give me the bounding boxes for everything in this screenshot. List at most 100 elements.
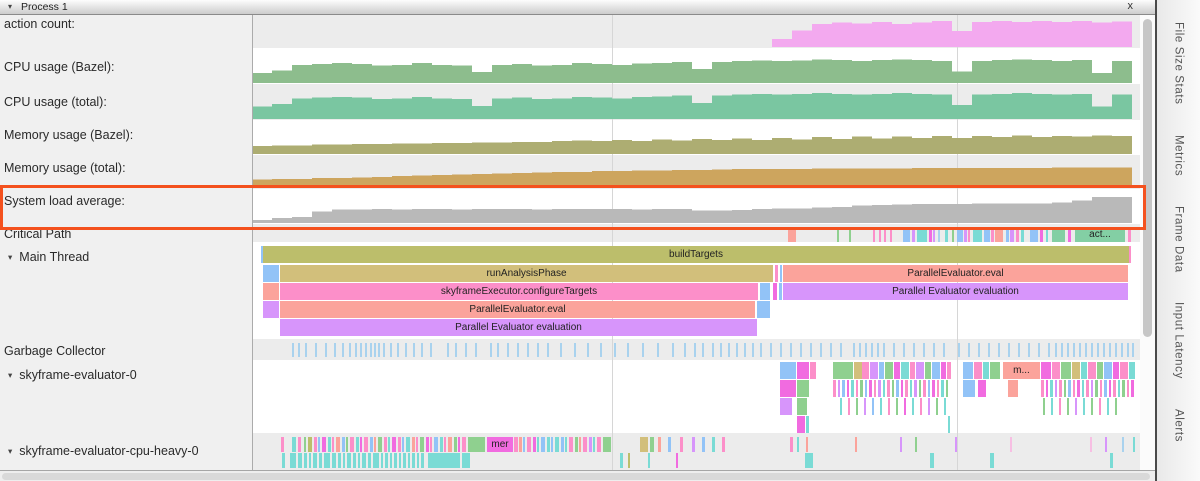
slice[interactable] [1128, 228, 1131, 242]
slice[interactable] [1010, 437, 1012, 452]
slice[interactable] [343, 453, 345, 468]
slice[interactable] [896, 398, 898, 415]
track-label-main-thread[interactable]: ▾ Main Thread [8, 250, 89, 264]
slice[interactable] [903, 343, 905, 357]
slice[interactable] [780, 398, 792, 415]
slice[interactable] [938, 228, 940, 242]
slice[interactable] [527, 343, 529, 357]
slice[interactable] [394, 453, 397, 468]
slice[interactable] [963, 380, 975, 397]
slice[interactable] [1008, 343, 1010, 357]
slice[interactable] [338, 453, 341, 468]
slice[interactable] [1048, 343, 1050, 357]
tab-metrics[interactable]: Metrics [1172, 134, 1185, 176]
slice[interactable] [405, 343, 407, 357]
slice[interactable] [412, 437, 415, 452]
slice[interactable] [838, 380, 840, 397]
slice[interactable] [1104, 362, 1112, 379]
slice[interactable] [555, 437, 559, 452]
slice[interactable] [923, 380, 926, 397]
slice[interactable] [342, 343, 344, 357]
slice[interactable] [842, 380, 845, 397]
slice[interactable] [373, 453, 379, 468]
slice[interactable] [1121, 343, 1123, 357]
slice[interactable] [929, 228, 932, 242]
slice[interactable] [872, 398, 874, 415]
slice[interactable] [475, 343, 477, 357]
slice[interactable] [575, 437, 578, 452]
slice[interactable] [874, 380, 876, 397]
slice[interactable] [1109, 343, 1111, 357]
slice[interactable] [1052, 228, 1065, 242]
slice[interactable] [332, 437, 334, 452]
slice[interactable] [347, 453, 351, 468]
slice[interactable] [1075, 398, 1077, 415]
slice[interactable] [958, 343, 960, 357]
slice[interactable] [870, 362, 878, 379]
slice[interactable] [1085, 343, 1087, 357]
slice[interactable] [903, 228, 910, 242]
slice[interactable] [856, 398, 858, 415]
slice[interactable] [851, 380, 854, 397]
slice[interactable] [840, 343, 842, 357]
slice[interactable] [561, 437, 564, 452]
slice[interactable] [757, 301, 770, 318]
slice[interactable] [315, 343, 317, 357]
slice[interactable] [1110, 453, 1113, 468]
horizontal-scrollbar-thumb[interactable] [2, 473, 1150, 480]
slice[interactable] [862, 362, 869, 379]
slice[interactable] [402, 437, 404, 452]
slice[interactable] [324, 453, 330, 468]
slice[interactable] [856, 380, 858, 397]
slice[interactable] [1122, 437, 1124, 452]
slice[interactable] [263, 265, 279, 282]
slice[interactable] [964, 228, 967, 242]
slice[interactable] [928, 398, 930, 415]
slice[interactable] [879, 362, 884, 379]
slice[interactable] [1028, 343, 1030, 357]
slice[interactable] [788, 228, 796, 242]
slice[interactable] [1050, 380, 1053, 397]
slice[interactable] [533, 437, 536, 452]
slice[interactable] [490, 343, 492, 357]
slice[interactable] [1018, 343, 1020, 357]
slice[interactable] [305, 343, 307, 357]
slice[interactable] [448, 437, 452, 452]
slice[interactable] [408, 453, 410, 468]
slice[interactable] [892, 380, 894, 397]
slice[interactable] [957, 228, 963, 242]
slice[interactable] [865, 343, 867, 357]
slice[interactable] [1008, 380, 1018, 397]
slice[interactable] [614, 343, 616, 357]
slice[interactable] [919, 380, 921, 397]
slice-act[interactable]: act... [1075, 228, 1125, 242]
slice[interactable] [995, 228, 1003, 242]
slice[interactable] [346, 437, 348, 452]
slice[interactable] [384, 437, 387, 452]
slice[interactable] [943, 343, 945, 357]
slice[interactable] [672, 343, 674, 357]
slice[interactable] [728, 343, 730, 357]
slice[interactable] [447, 343, 449, 357]
slice[interactable] [325, 343, 327, 357]
slice[interactable] [760, 283, 770, 300]
slice[interactable] [894, 362, 900, 379]
slice[interactable] [1064, 380, 1066, 397]
slice[interactable] [455, 343, 457, 357]
slice[interactable] [1068, 380, 1071, 397]
slice[interactable] [440, 437, 443, 452]
slice[interactable] [1079, 343, 1081, 357]
slice[interactable] [901, 380, 903, 397]
slice[interactable] [800, 343, 802, 357]
track-label-skyframe-evaluator-0[interactable]: ▾ skyframe-evaluator-0 [8, 368, 137, 382]
slice[interactable] [983, 362, 989, 379]
slice[interactable] [1107, 398, 1109, 415]
slice-buildtargets[interactable]: buildTargets [263, 246, 1129, 263]
slice[interactable] [430, 343, 432, 357]
slice[interactable] [887, 380, 890, 397]
slice[interactable] [847, 380, 849, 397]
slice[interactable] [1006, 228, 1009, 242]
slice[interactable] [837, 228, 839, 242]
slice[interactable] [1127, 380, 1129, 397]
slice[interactable] [390, 343, 392, 357]
